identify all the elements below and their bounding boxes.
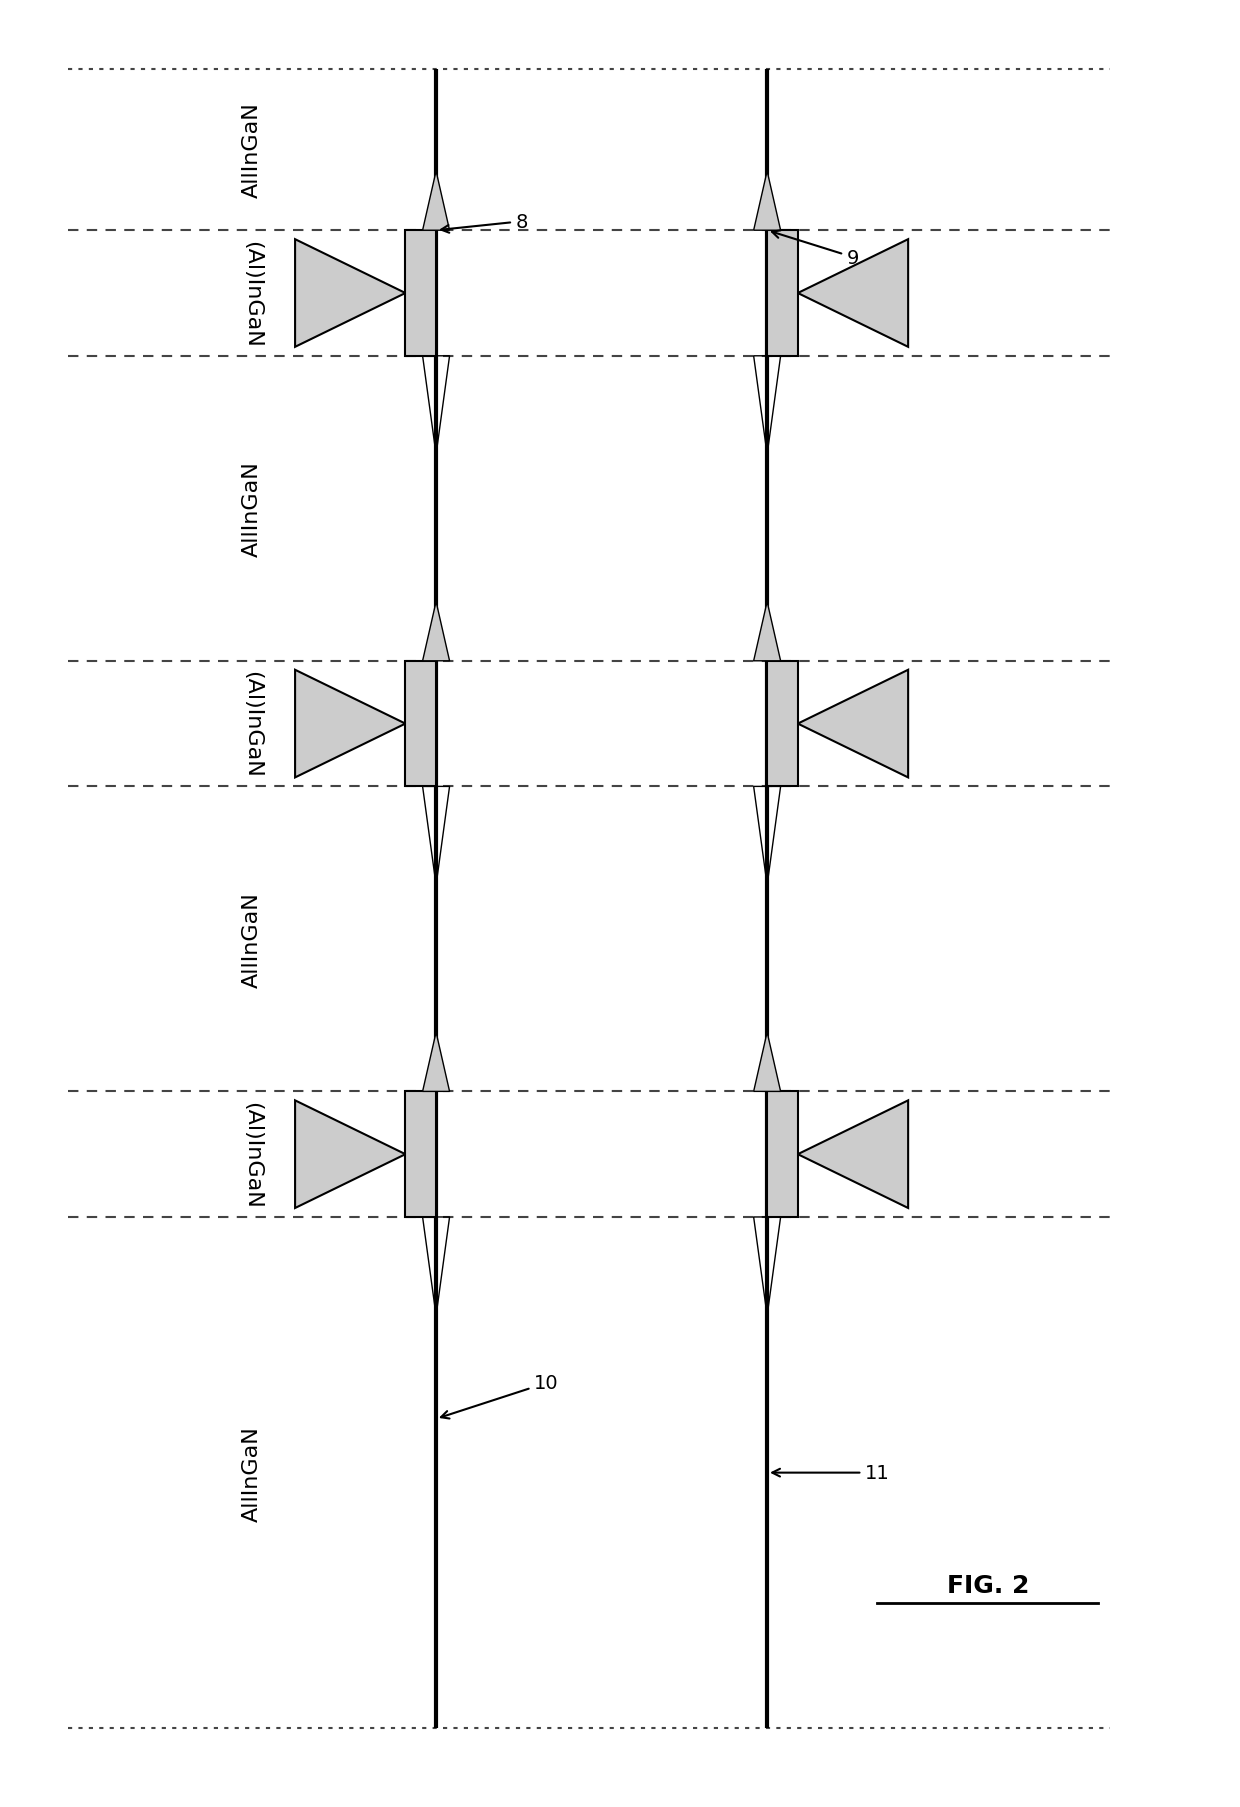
Text: AllInGaN: AllInGaN — [242, 1426, 262, 1521]
Polygon shape — [797, 1100, 908, 1209]
Bar — [405, 661, 436, 786]
Polygon shape — [295, 240, 405, 347]
Text: 11: 11 — [773, 1464, 890, 1482]
Text: AllInGaN: AllInGaN — [242, 891, 262, 987]
Polygon shape — [754, 1032, 781, 1091]
Polygon shape — [295, 1100, 405, 1209]
Text: (Al)InGaN: (Al)InGaN — [242, 240, 262, 347]
Polygon shape — [754, 602, 781, 661]
Polygon shape — [423, 602, 450, 661]
Text: AllInGaN: AllInGaN — [242, 103, 262, 199]
Bar — [768, 661, 797, 786]
Bar — [768, 1091, 797, 1218]
Polygon shape — [754, 172, 781, 231]
Text: FIG. 2: FIG. 2 — [946, 1572, 1029, 1597]
Bar — [405, 231, 436, 356]
Text: (Al)InGaN: (Al)InGaN — [242, 1100, 262, 1207]
Text: AllInGaN: AllInGaN — [242, 461, 262, 557]
Text: 10: 10 — [441, 1373, 559, 1418]
Polygon shape — [423, 1032, 450, 1091]
Bar — [768, 231, 797, 356]
Polygon shape — [797, 240, 908, 347]
Polygon shape — [295, 670, 405, 779]
Text: (Al)InGaN: (Al)InGaN — [242, 670, 262, 777]
Bar — [405, 1091, 436, 1218]
Text: 9: 9 — [773, 231, 859, 267]
Text: 8: 8 — [441, 213, 528, 233]
Polygon shape — [797, 670, 908, 779]
Polygon shape — [423, 172, 450, 231]
